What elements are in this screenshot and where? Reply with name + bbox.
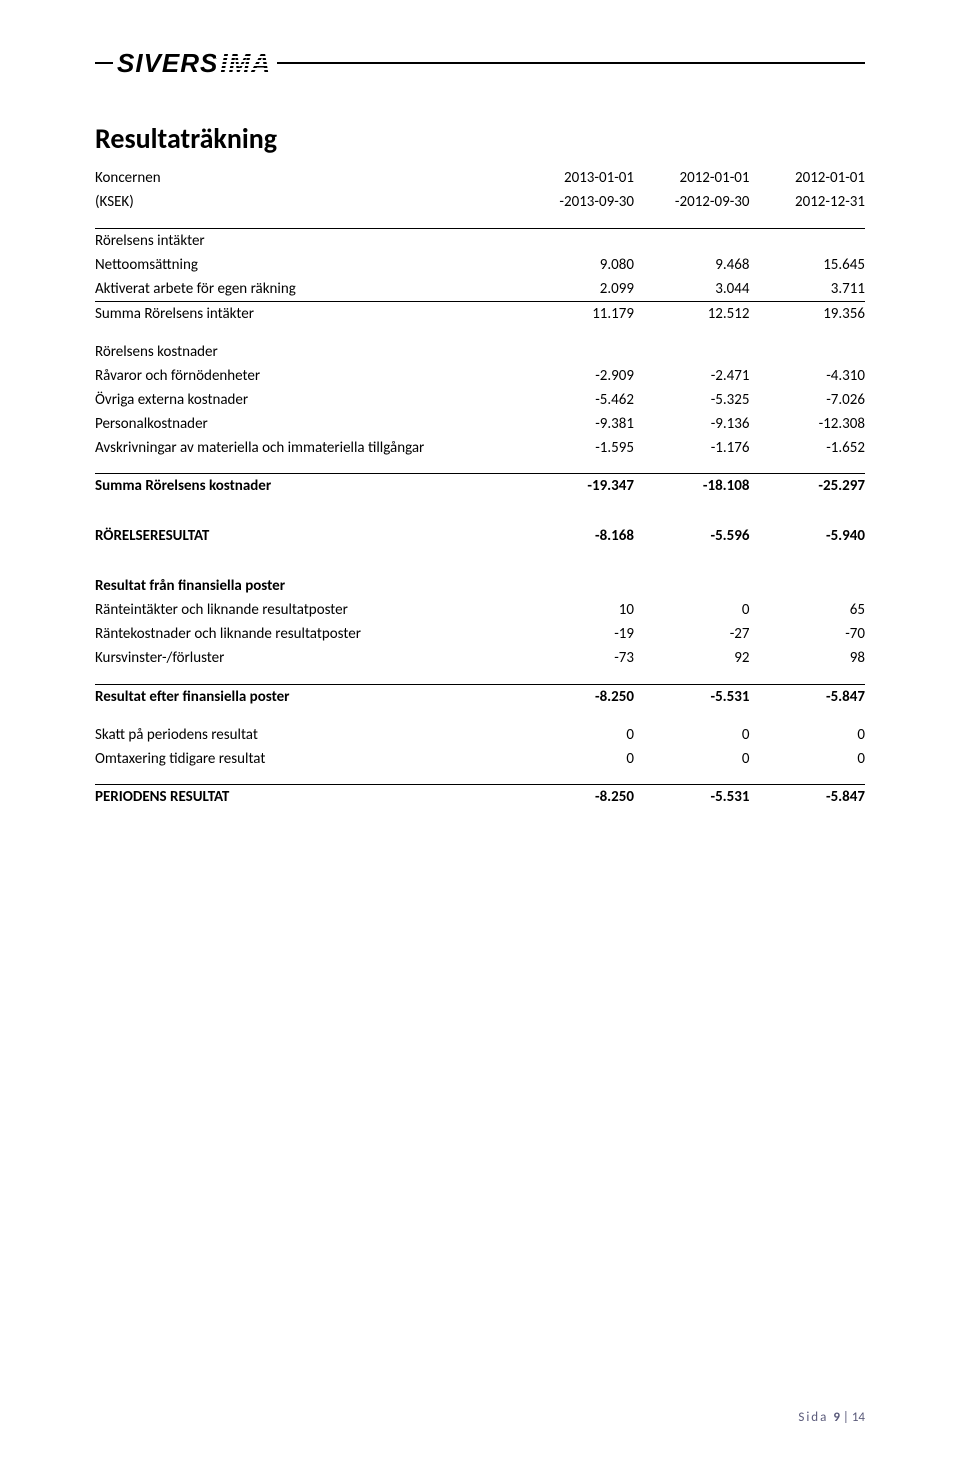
col1-top: 2013-01-01 [519, 166, 635, 190]
row-result-after-financial: Resultat efter finansiella poster -8.250… [95, 684, 865, 709]
fin-heading-row: Resultat från finansiella poster [95, 574, 865, 598]
footer-word: Sida [798, 1410, 828, 1425]
cost-heading-row: Rörelsens kostnader [95, 340, 865, 364]
logo-rule-left [95, 62, 113, 64]
row-skatt: Skatt på periodens resultat 0 0 0 [95, 723, 865, 747]
row-operating-result: RÖRELSERESULTAT -8.168 -5.596 -5.940 [95, 524, 865, 548]
col2-top: 2012-01-01 [634, 166, 750, 190]
col-header-row-1: Koncernen 2013-01-01 2012-01-01 2012-01-… [95, 166, 865, 190]
row-ovriga: Övriga externa kostnader -5.462 -5.325 -… [95, 388, 865, 412]
entity-label: Koncernen [95, 166, 519, 190]
logo-main: SIVERS [117, 50, 218, 76]
footer-total-pages: 14 [852, 1410, 865, 1425]
col3-bot: 2012-12-31 [750, 190, 866, 214]
logo-bar: SIVERSIMA [95, 50, 865, 76]
fin-heading: Resultat från finansiella poster [95, 574, 865, 598]
col-header-row-2: (KSEK) -2013-09-30 -2012-09-30 2012-12-3… [95, 190, 865, 214]
row-personal: Personalkostnader -9.381 -9.136 -12.308 [95, 412, 865, 436]
row-aktiverat: Aktiverat arbete för egen räkning 2.099 … [95, 277, 865, 302]
logo-suffix: IMA [218, 50, 273, 76]
row-nettoomsattning: Nettoomsättning 9.080 9.468 15.645 [95, 253, 865, 277]
revenue-heading: Rörelsens intäkter [95, 228, 865, 253]
page-footer: Sida 9 | 14 [798, 1410, 865, 1425]
page-title: Resultaträkning [95, 121, 865, 156]
row-period-result: PERIODENS RESULTAT -8.250 -5.531 -5.847 [95, 785, 865, 810]
row-sum-cost: Summa Rörelsens kostnader -19.347 -18.10… [95, 474, 865, 499]
row-avskrivningar: Avskrivningar av materiella och immateri… [95, 436, 865, 460]
row-rantekostnader: Räntekostnader och liknande resultatpost… [95, 622, 865, 646]
logo-rule-right [277, 62, 865, 64]
row-kursvinster: Kursvinster-/förluster -73 92 98 [95, 646, 865, 670]
footer-separator: | [843, 1410, 849, 1425]
revenue-heading-row: Rörelsens intäkter [95, 228, 865, 253]
sivers-ima-logo: SIVERSIMA [113, 50, 277, 76]
row-sum-revenue: Summa Rörelsens intäkter 11.179 12.512 1… [95, 301, 865, 326]
page: SIVERSIMA Resultaträkning Koncernen 2013… [0, 0, 960, 1465]
income-statement-table: Koncernen 2013-01-01 2012-01-01 2012-01-… [95, 166, 865, 809]
unit-label: (KSEK) [95, 190, 519, 214]
col1-bot: -2013-09-30 [519, 190, 635, 214]
footer-current-page: 9 [833, 1410, 840, 1425]
col3-top: 2012-01-01 [750, 166, 866, 190]
cost-heading: Rörelsens kostnader [95, 340, 865, 364]
row-ranteintakter: Ränteintäkter och liknande resultatposte… [95, 598, 865, 622]
row-ravaror: Råvaror och förnödenheter -2.909 -2.471 … [95, 364, 865, 388]
row-omtaxering: Omtaxering tidigare resultat 0 0 0 [95, 747, 865, 771]
col2-bot: -2012-09-30 [634, 190, 750, 214]
